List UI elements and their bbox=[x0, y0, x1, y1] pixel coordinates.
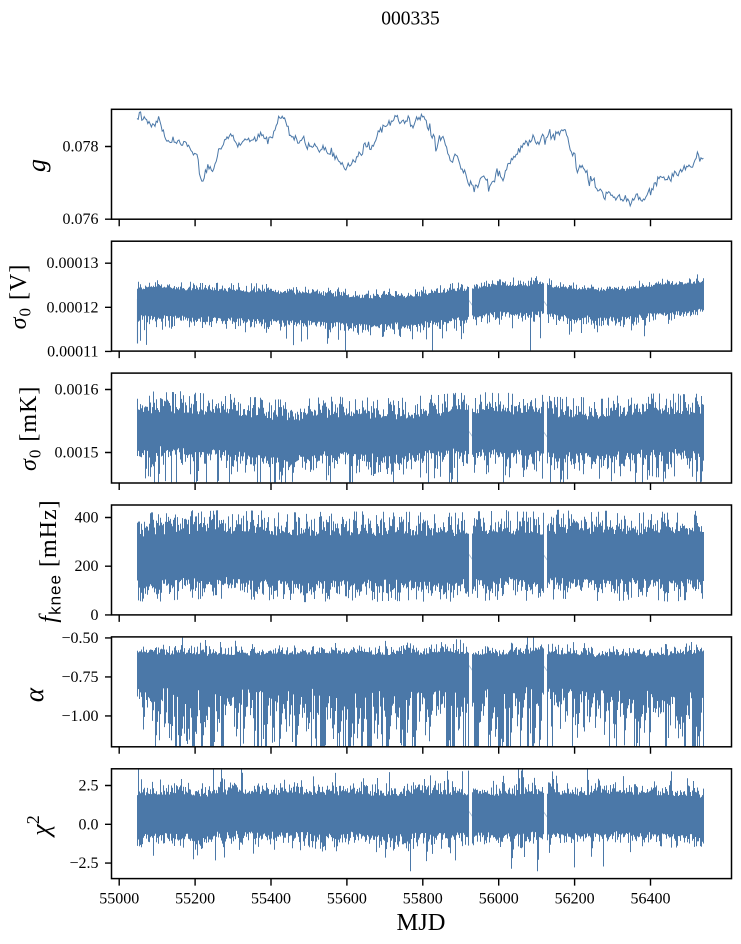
svg-text:σ0 [mK]: σ0 [mK] bbox=[16, 386, 45, 471]
svg-text:χ2: χ2 bbox=[23, 815, 55, 838]
svg-text:200: 200 bbox=[75, 558, 99, 575]
svg-text:α: α bbox=[19, 687, 49, 702]
svg-text:0.078: 0.078 bbox=[63, 139, 99, 156]
svg-text:−2.5: −2.5 bbox=[69, 855, 98, 872]
svg-text:55400: 55400 bbox=[251, 891, 291, 908]
svg-text:−0.75: −0.75 bbox=[61, 669, 98, 686]
svg-text:MJD: MJD bbox=[396, 909, 445, 936]
svg-text:56400: 56400 bbox=[631, 891, 671, 908]
svg-text:0.0: 0.0 bbox=[79, 816, 99, 833]
svg-text:−0.50: −0.50 bbox=[61, 630, 98, 647]
svg-text:0: 0 bbox=[91, 607, 99, 624]
svg-text:2.5: 2.5 bbox=[79, 778, 99, 795]
svg-text:−1.00: −1.00 bbox=[61, 708, 98, 725]
svg-text:56000: 56000 bbox=[479, 891, 519, 908]
svg-text:400: 400 bbox=[75, 510, 99, 527]
svg-text:55000: 55000 bbox=[99, 891, 139, 908]
svg-text:σ0 [V]: σ0 [V] bbox=[6, 264, 35, 330]
svg-text:0.076: 0.076 bbox=[63, 211, 99, 228]
svg-text:g: g bbox=[22, 159, 51, 172]
svg-text:55200: 55200 bbox=[175, 891, 215, 908]
svg-text:0.00013: 0.00013 bbox=[47, 255, 99, 272]
svg-text:0.00011: 0.00011 bbox=[47, 343, 98, 360]
svg-text:55800: 55800 bbox=[403, 891, 443, 908]
svg-text:0.00012: 0.00012 bbox=[47, 299, 99, 316]
svg-text:56200: 56200 bbox=[555, 891, 595, 908]
svg-text:0.0016: 0.0016 bbox=[55, 382, 99, 399]
svg-text:0.0015: 0.0015 bbox=[55, 445, 99, 462]
svg-text:55600: 55600 bbox=[327, 891, 367, 908]
svg-text:000335: 000335 bbox=[381, 9, 440, 30]
svg-text:fknee [mHz]: fknee [mHz] bbox=[36, 499, 65, 622]
